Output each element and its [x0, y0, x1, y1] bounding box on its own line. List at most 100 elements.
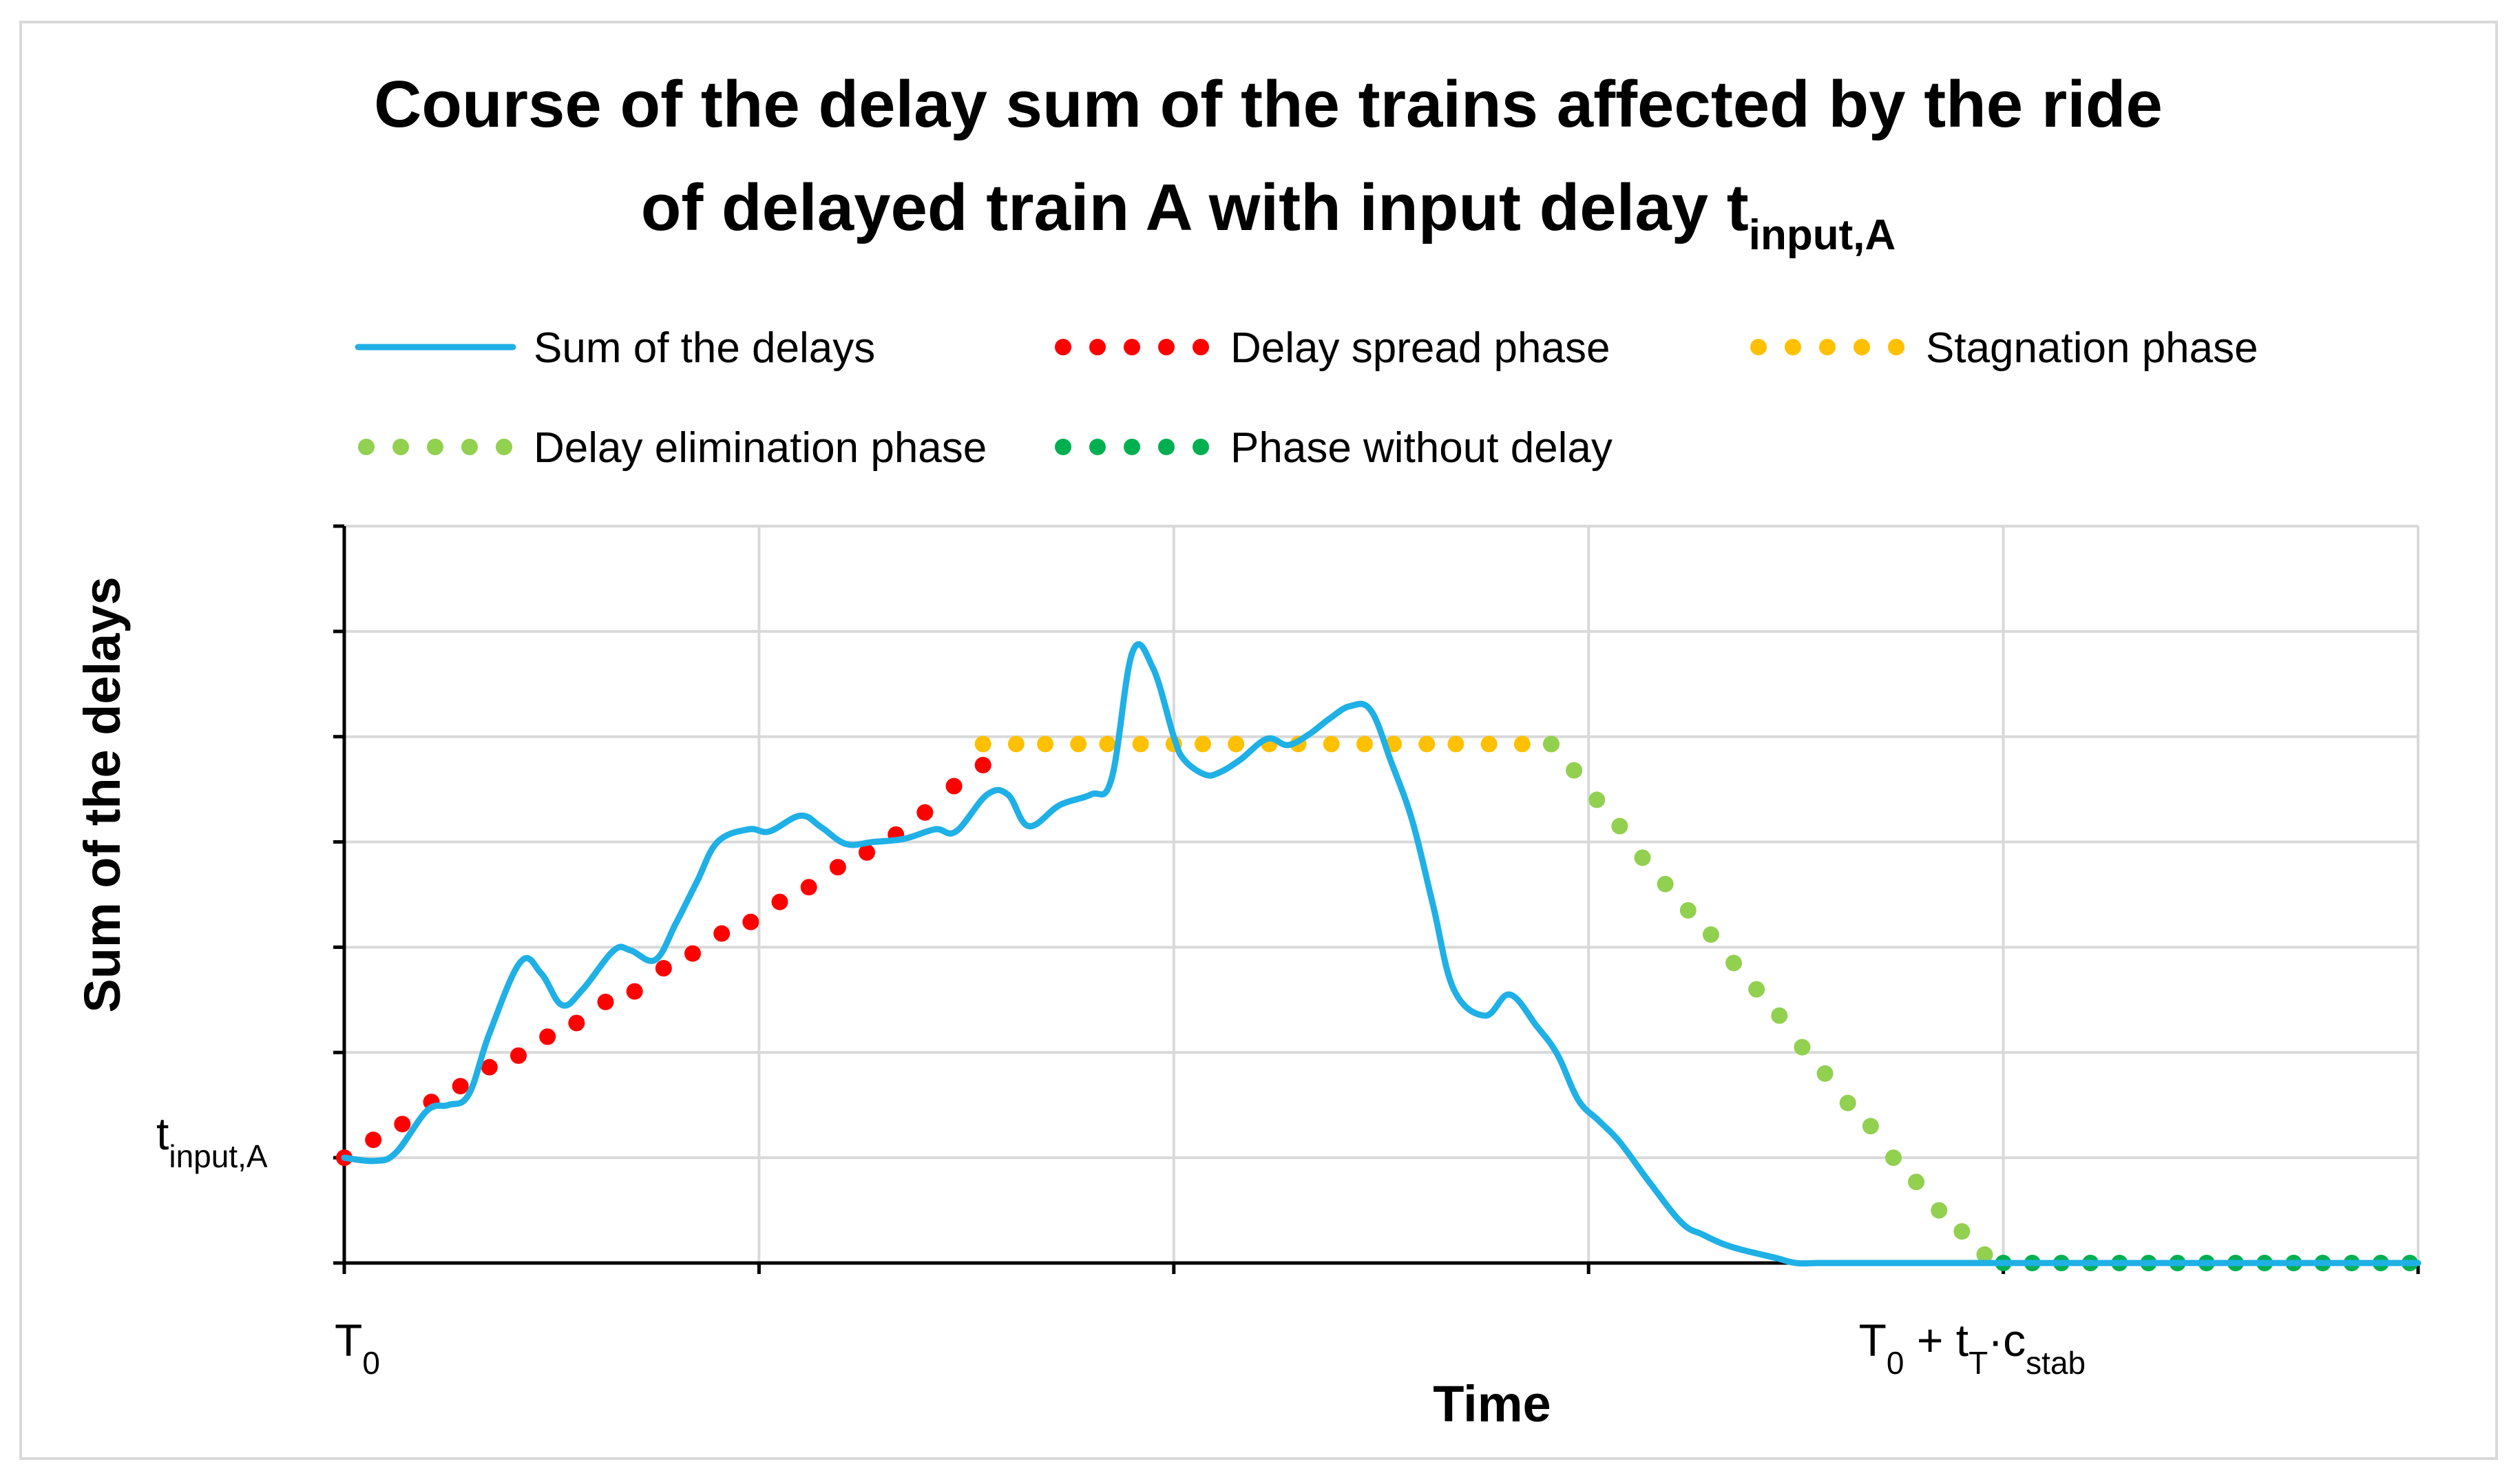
- axes: [333, 524, 2420, 1274]
- series-point-stagnation: [1447, 735, 1464, 753]
- series-point-elimination: [1976, 1246, 1993, 1263]
- series-point-spread: [742, 913, 759, 930]
- series-point-spread: [945, 777, 963, 795]
- series-point-spread: [655, 960, 672, 977]
- series-sum: [341, 640, 2422, 1267]
- series-point-elimination: [1884, 1149, 1902, 1167]
- legend-label-stagnation: Stagnation phase: [1926, 324, 2258, 372]
- legend-entry-elimination: Delay elimination phase: [358, 424, 987, 472]
- series-point-elimination: [1748, 981, 1765, 998]
- legend-swatch-spread: [1124, 339, 1140, 355]
- x-tick-label: T0: [335, 1315, 380, 1381]
- legend-swatch-nodelay: [1158, 439, 1175, 455]
- series-point-elimination: [1725, 954, 1743, 972]
- series-point-spread: [684, 945, 702, 962]
- series-line-sum: [341, 640, 2422, 1267]
- series-point-stagnation: [1099, 735, 1116, 753]
- chart-title-line2-main: of delayed train A with input delay t: [641, 171, 1749, 244]
- series-point-elimination: [1566, 762, 1583, 779]
- legend-swatch-nodelay: [1193, 439, 1209, 455]
- series-point-elimination: [1702, 926, 1719, 943]
- chart: Course of the delay sum of the trains af…: [74, 67, 2422, 1432]
- series-point-elimination: [1839, 1094, 1856, 1112]
- chart-frame: Course of the delay sum of the trains af…: [19, 21, 2498, 1460]
- legend-swatch-stagnation: [1750, 339, 1767, 355]
- series-point-elimination: [1542, 735, 1560, 753]
- series-point-elimination: [1931, 1202, 1948, 1219]
- series-point-spread: [916, 804, 934, 821]
- series-point-stagnation: [1132, 735, 1149, 753]
- series-point-spread: [539, 1028, 556, 1045]
- chart-title-line2-subscript: input,A: [1749, 211, 1896, 259]
- legend-swatch-stagnation: [1819, 339, 1836, 355]
- legend-swatch-spread: [1193, 339, 1209, 355]
- chart-title-line2: of delayed train A with input delay tinp…: [641, 171, 1896, 259]
- series-point-spread: [713, 925, 731, 942]
- y-tick-label: tinput,A: [156, 1108, 268, 1174]
- series-point-elimination: [1611, 817, 1628, 835]
- series-point-stagnation: [974, 735, 991, 753]
- series-point-spread: [394, 1116, 411, 1133]
- series-point-elimination: [1634, 849, 1651, 866]
- legend-label-spread: Delay spread phase: [1230, 324, 1610, 372]
- grid: [344, 525, 2419, 1263]
- series-point-spread: [510, 1047, 527, 1064]
- series-point-spread: [626, 983, 643, 1000]
- series-point-stagnation: [1194, 735, 1211, 753]
- series-point-stagnation: [1480, 735, 1498, 753]
- series-point-spread: [800, 879, 817, 896]
- legend-entry-nodelay: Phase without delay: [1055, 424, 1613, 472]
- series-point-stagnation: [1037, 735, 1054, 753]
- series-point-elimination: [1953, 1223, 1971, 1240]
- legend: Sum of the delays Delay spread phase Stagn…: [355, 324, 2258, 472]
- legend-swatch-elimination: [461, 439, 478, 455]
- series-spread: [336, 756, 991, 1167]
- tick-labels: T0 T0 + tT·cstab tinput,A: [156, 1108, 2086, 1381]
- series-point-stagnation: [1513, 735, 1531, 753]
- legend-entry-sum: Sum of the delays: [355, 324, 875, 372]
- series-elimination: [1542, 735, 1993, 1263]
- series-point-stagnation: [1007, 735, 1025, 753]
- legend-entry-stagnation: Stagnation phase: [1750, 324, 2258, 372]
- series-point-spread: [481, 1058, 498, 1076]
- legend-label-sum: Sum of the delays: [534, 324, 875, 372]
- legend-swatch-spread: [1089, 339, 1106, 355]
- legend-swatch-stagnation: [1888, 339, 1904, 355]
- series-point-spread: [974, 756, 991, 773]
- series-point-spread: [568, 1014, 585, 1032]
- series-point-elimination: [1816, 1065, 1834, 1082]
- series-point-spread: [771, 893, 788, 910]
- series-point-stagnation: [1418, 735, 1436, 753]
- series-point-elimination: [1862, 1118, 1879, 1135]
- series-point-stagnation: [1228, 735, 1245, 753]
- legend-swatch-elimination: [358, 439, 375, 455]
- series-point-elimination: [1908, 1173, 1925, 1191]
- legend-swatch-nodelay: [1055, 439, 1071, 455]
- x-tick-label: T0 + tT·cstab: [1859, 1315, 2086, 1381]
- legend-swatch-spread: [1055, 339, 1071, 355]
- series-point-elimination: [1679, 901, 1697, 919]
- legend-swatch-elimination: [392, 439, 409, 455]
- series-point-spread: [365, 1131, 382, 1149]
- series-point-elimination: [1771, 1007, 1788, 1024]
- legend-swatch-nodelay: [1089, 439, 1106, 455]
- series-point-elimination: [1588, 791, 1606, 808]
- chart-title-line1: Course of the delay sum of the trains af…: [374, 67, 2163, 141]
- series-point-stagnation: [1323, 735, 1340, 753]
- series-point-spread: [597, 993, 614, 1010]
- legend-swatch-spread: [1158, 339, 1175, 355]
- legend-swatch-elimination: [427, 439, 443, 455]
- legend-swatch-stagnation: [1854, 339, 1870, 355]
- series-point-stagnation: [1356, 735, 1373, 753]
- y-axis-label: Sum of the delays: [74, 576, 131, 1012]
- legend-swatch-stagnation: [1785, 339, 1801, 355]
- legend-swatch-elimination: [496, 439, 512, 455]
- series-point-elimination: [1794, 1039, 1811, 1056]
- x-axis-label: Time: [1433, 1375, 1551, 1432]
- legend-entry-spread: Delay spread phase: [1055, 324, 1610, 372]
- series-point-spread: [829, 859, 846, 876]
- series-layer: [336, 640, 2422, 1271]
- series-point-spread: [452, 1078, 469, 1095]
- series-point-elimination: [1657, 875, 1674, 893]
- series-point-stagnation: [1070, 735, 1087, 753]
